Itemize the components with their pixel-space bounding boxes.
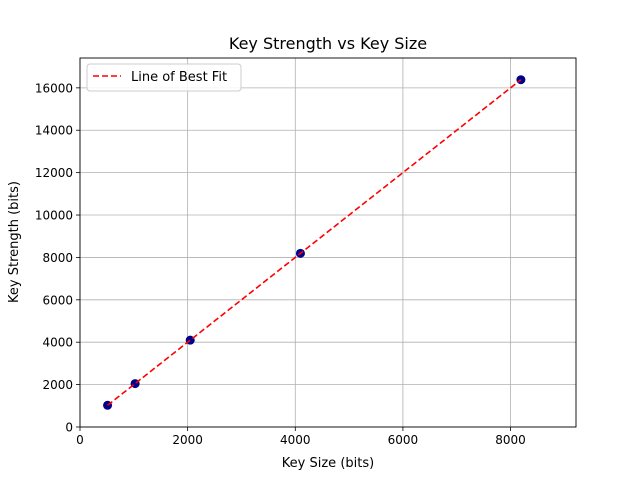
y-tick-label: 8000 [42, 251, 73, 265]
y-tick-label: 10000 [35, 209, 73, 223]
x-tick-label: 4000 [280, 433, 311, 447]
y-tick-label: 0 [65, 421, 73, 435]
axis-ticks: 0 2000 4000 6000 8000 0 2000 4000 6000 8000 10000 1… [35, 81, 526, 447]
x-tick-label: 0 [76, 433, 84, 447]
plot-frame [79, 57, 577, 428]
y-axis-label: Key Strength (bits) [7, 181, 22, 303]
chart-title: Key Strength vs Key Size [229, 34, 427, 53]
y-tick-label: 16000 [35, 81, 73, 95]
legend-label: Line of Best Fit [131, 70, 227, 85]
y-tick-label: 12000 [35, 166, 73, 180]
legend-box [86, 63, 242, 92]
x-tick-label: 6000 [388, 433, 419, 447]
y-tick-label: 4000 [42, 336, 73, 350]
best-fit-line [107, 79, 522, 406]
legend: Line of Best Fit [86, 63, 242, 92]
x-tick-label: 2000 [172, 433, 203, 447]
grid [79, 58, 576, 428]
x-axis-label: Key Size (bits) [282, 456, 374, 471]
x-tick-label: 8000 [495, 433, 526, 447]
y-tick-label: 2000 [42, 378, 73, 392]
y-tick-label: 14000 [35, 124, 73, 138]
y-tick-label: 6000 [42, 293, 73, 307]
plot-data [103, 75, 526, 410]
